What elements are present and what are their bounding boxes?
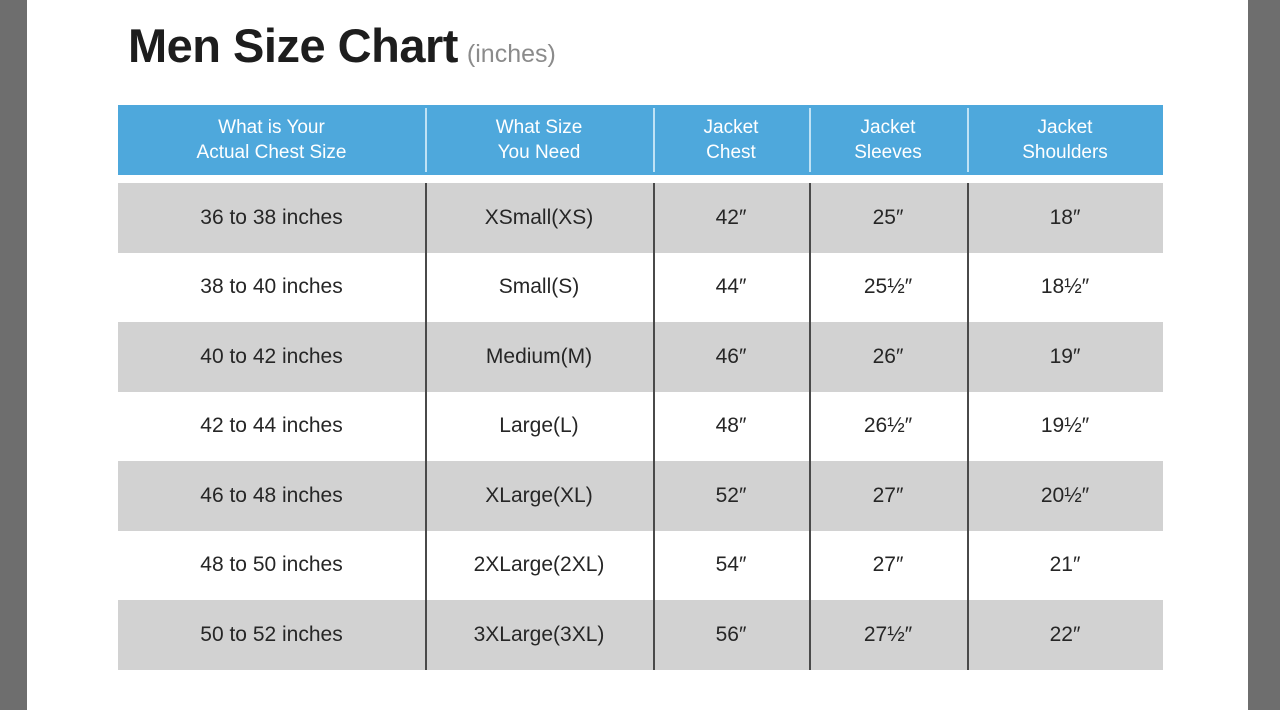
page-title-unit: (inches) <box>466 40 556 68</box>
cell-size-needed: Small(S) <box>425 252 653 323</box>
cell-actual-chest: 48 to 50 inches <box>200 553 343 577</box>
table-row: 46 to 48 inches XLarge(XL) 52″ 27″ 20½″ <box>118 461 1163 531</box>
column-header-jacket-sleeves: Jacket Sleeves <box>809 105 967 175</box>
cell-jacket-shoulders: 18″ <box>967 183 1163 253</box>
cell-jacket-chest: 46″ <box>653 322 809 392</box>
column-header-size-needed: What Size You Need <box>425 105 653 175</box>
cell-actual-chest: 42 to 44 inches <box>200 414 343 438</box>
cell-jacket-chest: 56″ <box>653 600 809 670</box>
page-title: Men Size Chart (inches) <box>128 22 556 69</box>
cell-jacket-sleeves: 26″ <box>809 322 967 392</box>
column-header-size-needed-line1: What Size <box>495 116 583 138</box>
cell-jacket-sleeves: 27½″ <box>809 600 967 670</box>
page-canvas: Men Size Chart (inches) What is Your Act… <box>27 0 1248 710</box>
cell-actual-chest: 38 to 40 inches <box>200 275 343 299</box>
cell-jacket-sleeves: 27″ <box>809 461 967 531</box>
cell-actual-chest: 40 to 42 inches <box>200 344 343 368</box>
cell-actual-chest: 50 to 52 inches <box>200 622 343 646</box>
table-row: 50 to 52 inches 3XLarge(3XL) 56″ 27½″ 22… <box>118 600 1163 670</box>
cell-size-needed: Large(L) <box>425 391 653 462</box>
cell-jacket-sleeves: 26½″ <box>809 391 967 462</box>
cell-size-needed: 3XLarge(3XL) <box>425 600 653 670</box>
column-header-size-needed-line2: You Need <box>497 142 581 163</box>
cell-size-needed: XLarge(XL) <box>425 461 653 531</box>
table-row: 36 to 38 inches XSmall(XS) 42″ 25″ 18″ <box>118 183 1163 253</box>
size-chart-table: What is Your Actual Chest Size What Size… <box>118 105 1163 670</box>
cell-jacket-sleeves: 25½″ <box>809 252 967 323</box>
cell-jacket-chest: 44″ <box>653 252 809 323</box>
table-row: 38 to 40 inches Small(S) 44″ 25½″ 18½″ <box>118 252 1163 323</box>
cell-jacket-sleeves: 27″ <box>809 530 967 601</box>
left-letterbox-bar <box>0 0 27 710</box>
cell-size-needed: 2XLarge(2XL) <box>425 530 653 601</box>
column-header-jacket-shoulders-line1: Jacket <box>1037 116 1093 138</box>
column-header-jacket-sleeves-line1: Jacket <box>860 116 916 138</box>
cell-jacket-shoulders: 18½″ <box>967 252 1163 323</box>
table-body: 36 to 38 inches XSmall(XS) 42″ 25″ 18″ 3… <box>118 183 1163 670</box>
cell-jacket-chest: 54″ <box>653 530 809 601</box>
cell-jacket-shoulders: 21″ <box>967 530 1163 601</box>
column-header-jacket-chest: Jacket Chest <box>653 105 809 175</box>
cell-jacket-shoulders: 19½″ <box>967 391 1163 462</box>
column-header-jacket-chest-line1: Jacket <box>703 116 759 138</box>
table-row: 40 to 42 inches Medium(M) 46″ 26″ 19″ <box>118 322 1163 392</box>
cell-jacket-sleeves: 25″ <box>809 183 967 253</box>
right-letterbox-bar <box>1248 0 1280 710</box>
column-header-jacket-sleeves-line2: Sleeves <box>854 142 922 163</box>
table-header-row: What is Your Actual Chest Size What Size… <box>118 105 1163 175</box>
cell-actual-chest: 46 to 48 inches <box>200 483 343 507</box>
column-header-jacket-chest-line2: Chest <box>706 142 756 163</box>
cell-jacket-chest: 52″ <box>653 461 809 531</box>
column-header-actual-chest-line2: Actual Chest Size <box>196 142 347 163</box>
cell-jacket-shoulders: 22″ <box>967 600 1163 670</box>
column-header-jacket-shoulders-line2: Shoulders <box>1022 142 1108 163</box>
cell-jacket-shoulders: 19″ <box>967 322 1163 392</box>
cell-jacket-shoulders: 20½″ <box>967 461 1163 531</box>
column-header-actual-chest-line1: What is Your <box>218 116 325 138</box>
page-title-main: Men Size Chart <box>128 19 458 72</box>
cell-jacket-chest: 42″ <box>653 183 809 253</box>
column-header-jacket-shoulders: Jacket Shoulders <box>967 105 1163 175</box>
cell-size-needed: Medium(M) <box>425 322 653 392</box>
cell-size-needed: XSmall(XS) <box>425 183 653 253</box>
cell-jacket-chest: 48″ <box>653 391 809 462</box>
cell-actual-chest: 36 to 38 inches <box>200 205 343 229</box>
table-row: 48 to 50 inches 2XLarge(2XL) 54″ 27″ 21″ <box>118 530 1163 601</box>
column-header-actual-chest: What is Your Actual Chest Size <box>118 105 425 175</box>
table-row: 42 to 44 inches Large(L) 48″ 26½″ 19½″ <box>118 391 1163 462</box>
